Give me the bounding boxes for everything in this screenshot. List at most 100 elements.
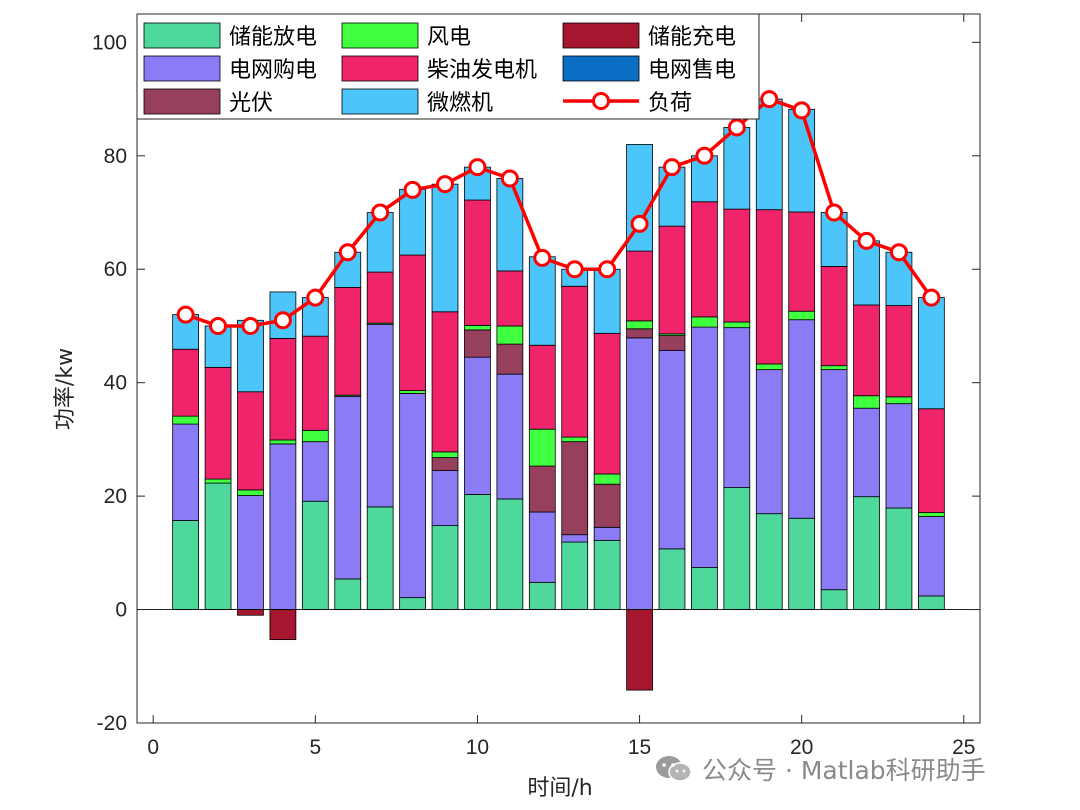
y-axis-label: 功率/kw bbox=[53, 348, 78, 430]
bar-5-x16 bbox=[658, 225, 686, 335]
bar-5-x24 bbox=[917, 408, 945, 513]
bar-2-x14 bbox=[593, 526, 621, 541]
load-point-x18 bbox=[727, 118, 746, 137]
bar-2-x24 bbox=[917, 516, 945, 597]
wechat-icon bbox=[654, 754, 694, 784]
bar-6-x8 bbox=[399, 188, 426, 256]
legend-swatch-5 bbox=[341, 55, 419, 82]
bar-2-x20 bbox=[788, 319, 816, 519]
bar-4-x2 bbox=[204, 478, 232, 484]
bar-5-x21 bbox=[820, 266, 848, 367]
bar-4-x21 bbox=[820, 365, 848, 371]
bar-5-x11 bbox=[496, 270, 524, 327]
legend-label-5: 柴油发电机 bbox=[427, 58, 537, 83]
bar-5-x8 bbox=[399, 254, 426, 392]
bar-2-x22 bbox=[853, 407, 880, 498]
bar-5-x5 bbox=[301, 335, 329, 431]
y-tick-label-0: 0 bbox=[115, 599, 127, 622]
legend-marker-load bbox=[592, 92, 610, 110]
bar-5-x13 bbox=[561, 285, 589, 438]
legend-box bbox=[136, 13, 760, 120]
bar-4-x1 bbox=[172, 415, 200, 425]
bar-5-x15 bbox=[626, 250, 653, 322]
bar-2-x13 bbox=[561, 534, 589, 543]
bar-2-x15 bbox=[626, 337, 653, 610]
bar-5-x1 bbox=[172, 348, 200, 417]
load-point-x4 bbox=[273, 311, 292, 330]
bar-2-x19 bbox=[755, 369, 783, 515]
bar-1-x8 bbox=[399, 597, 426, 610]
y-tick-label-100: 100 bbox=[92, 31, 127, 54]
bar-1-x6 bbox=[334, 578, 362, 610]
bar-2-x11 bbox=[496, 373, 524, 500]
bar-1-x2 bbox=[204, 482, 232, 610]
bar-2-x21 bbox=[820, 369, 848, 591]
legend-label-4: 电网购电 bbox=[229, 58, 317, 83]
load-point-x13 bbox=[565, 260, 584, 279]
bar-2-x3 bbox=[237, 495, 264, 610]
x-tick-label-5: 5 bbox=[309, 736, 321, 759]
load-point-x6 bbox=[338, 243, 357, 262]
bar-5-x19 bbox=[755, 209, 783, 365]
bar-1-x10 bbox=[464, 494, 491, 610]
bar-4-x20 bbox=[788, 310, 816, 321]
bar-3-x9 bbox=[431, 457, 459, 471]
bar-4-x18 bbox=[723, 321, 751, 329]
load-point-x24 bbox=[922, 288, 941, 307]
bar-4-x8 bbox=[399, 390, 426, 394]
bar-1-x24 bbox=[917, 595, 945, 610]
bar-5-x6 bbox=[334, 286, 362, 396]
load-point-x20 bbox=[792, 101, 811, 120]
bar-2-x6 bbox=[334, 395, 362, 580]
load-point-x7 bbox=[371, 203, 390, 222]
bar-4-x9 bbox=[431, 451, 459, 458]
bar-7-x3 bbox=[237, 609, 264, 616]
legend-label-1: 储能放电 bbox=[229, 25, 317, 50]
bar-1-x22 bbox=[853, 496, 880, 610]
bar-3-x14 bbox=[593, 483, 621, 528]
x-tick-label-25: 25 bbox=[952, 736, 975, 759]
bar-3-x15 bbox=[626, 328, 653, 339]
bar-6-x14 bbox=[593, 268, 621, 334]
load-point-x11 bbox=[500, 169, 519, 188]
load-point-x9 bbox=[436, 175, 455, 194]
load-line-layer bbox=[176, 90, 941, 335]
bar-1-x20 bbox=[788, 517, 816, 610]
bar-5-x3 bbox=[237, 391, 264, 491]
bar-3-x12 bbox=[528, 465, 556, 513]
bar-1-x1 bbox=[172, 520, 200, 610]
bar-1-x16 bbox=[658, 548, 686, 610]
load-point-x14 bbox=[598, 260, 617, 279]
bar-7-x4 bbox=[269, 609, 297, 641]
bar-6-x19 bbox=[755, 98, 783, 211]
bar-2-x23 bbox=[885, 403, 913, 509]
bar-6-x22 bbox=[853, 240, 880, 306]
x-tick-label-10: 10 bbox=[466, 736, 489, 759]
bar-4-x10 bbox=[464, 324, 491, 331]
legend-label-6: 电网售电 bbox=[648, 58, 736, 83]
load-point-x22 bbox=[857, 231, 876, 250]
x-axis-label: 时间/h bbox=[527, 776, 592, 801]
bar-4-x17 bbox=[691, 316, 718, 328]
legend-label-2: 风电 bbox=[427, 25, 471, 50]
bar-1-x19 bbox=[755, 513, 783, 610]
legend-swatch-8 bbox=[341, 88, 419, 115]
load-point-x23 bbox=[889, 243, 908, 262]
x-tick-label-20: 20 bbox=[790, 736, 813, 759]
load-point-x19 bbox=[760, 90, 779, 109]
legend-swatch-7 bbox=[143, 88, 221, 115]
bar-1-x14 bbox=[593, 539, 621, 610]
bar-1-x17 bbox=[691, 567, 718, 610]
bar-2-x18 bbox=[723, 327, 751, 489]
bar-4-x23 bbox=[885, 396, 913, 405]
y-tick-label-60: 60 bbox=[104, 258, 127, 281]
bar-2-x9 bbox=[431, 470, 459, 527]
bar-2-x8 bbox=[399, 393, 426, 599]
bar-6-x20 bbox=[788, 108, 816, 213]
bar-4-x24 bbox=[917, 512, 945, 517]
bar-5-x9 bbox=[431, 311, 459, 453]
load-point-x16 bbox=[662, 158, 681, 177]
legend-swatch-4 bbox=[143, 55, 221, 82]
load-point-x17 bbox=[695, 146, 714, 165]
